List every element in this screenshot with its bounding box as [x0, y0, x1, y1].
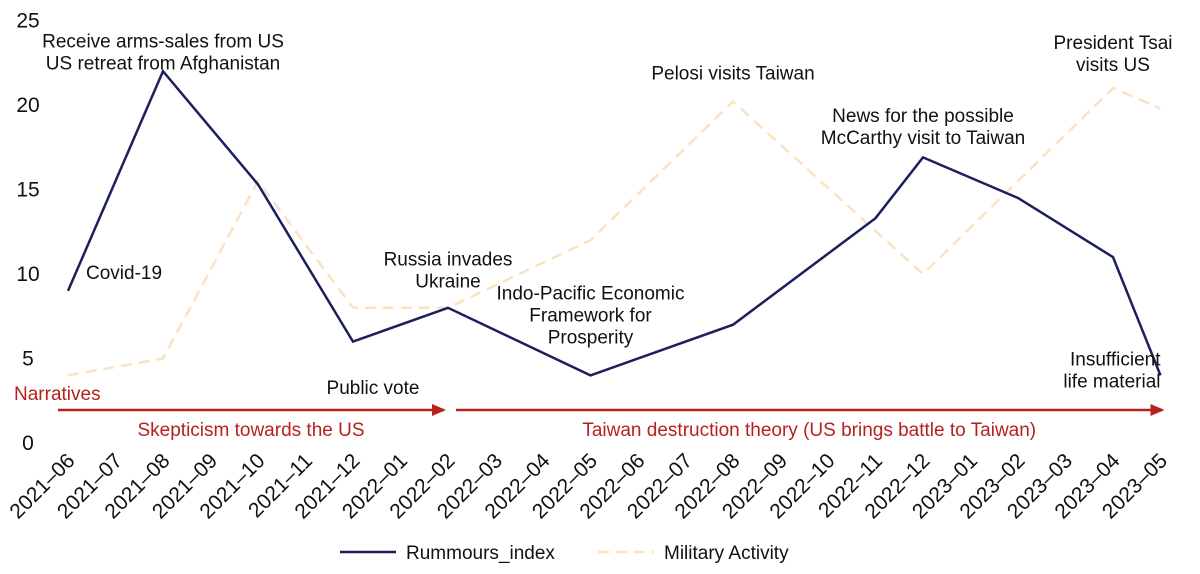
y-tick-label: 15: [16, 179, 39, 202]
annotation: Covid-19: [86, 263, 162, 284]
series-layer: [66, 68, 1162, 377]
x-axis: 2021–062021–072021–082021–092021–102021–…: [5, 449, 1172, 523]
annotation-line: visits US: [1076, 55, 1150, 76]
y-tick-label: 20: [16, 94, 39, 117]
annotation-line: Receive arms-sales from US: [42, 32, 284, 53]
y-tick-label: 25: [16, 10, 39, 33]
rummours-index-line: [66, 68, 1162, 377]
legend: Rummours_index Military Activity: [340, 543, 789, 564]
legend-label: Rummours_index: [406, 543, 555, 564]
annotation: President Tsai visits US: [1054, 33, 1173, 76]
annotation-line: Insufficient: [1070, 349, 1161, 370]
annotation-line: Indo-Pacific Economic: [497, 283, 685, 304]
y-axis: 0 5 10 15 20 25: [16, 10, 39, 456]
annotation: Russia invades Ukraine: [384, 250, 513, 293]
annotations: Receive arms-sales from US US retreat fro…: [42, 32, 1172, 399]
annotation: Insufficient life material: [1063, 349, 1161, 392]
y-tick-label: 0: [22, 432, 34, 455]
annotation-line: McCarthy visit to Taiwan: [821, 128, 1026, 149]
annotation-line: Prosperity: [548, 327, 634, 348]
annotation-line: News for the possible: [832, 106, 1014, 127]
annotation-line: Public vote: [327, 378, 420, 399]
narratives-band: Narratives Skepticism towards the US Taiwa…: [14, 384, 1165, 441]
annotation-line: Ukraine: [415, 272, 480, 293]
narrative-arrow-label: Skepticism towards the US: [137, 420, 364, 441]
annotation: Indo-Pacific Economic Framework for Prospe…: [497, 283, 685, 348]
narrative-arrow-label: Taiwan destruction theory (US brings bat…: [582, 420, 1036, 441]
annotation-line: President Tsai: [1054, 33, 1173, 54]
annotation: Receive arms-sales from US US retreat fro…: [42, 32, 284, 75]
annotation-line: Pelosi visits Taiwan: [651, 64, 814, 85]
annotation-line: US retreat from Afghanistan: [46, 54, 280, 75]
narratives-label: Narratives: [14, 384, 101, 405]
annotation-line: Russia invades: [384, 250, 513, 271]
annotation: News for the possible McCarthy visit to T…: [821, 106, 1026, 149]
annotation: Pelosi visits Taiwan: [651, 64, 814, 85]
y-tick-label: 10: [16, 263, 39, 286]
annotation-line: Covid-19: [86, 263, 162, 284]
annotation: Public vote: [327, 378, 420, 399]
annotation-line: life material: [1063, 371, 1160, 392]
military-activity-line: [67, 86, 1161, 377]
legend-label: Military Activity: [664, 543, 789, 564]
y-tick-label: 5: [22, 348, 34, 371]
annotation-line: Framework for: [529, 305, 652, 326]
